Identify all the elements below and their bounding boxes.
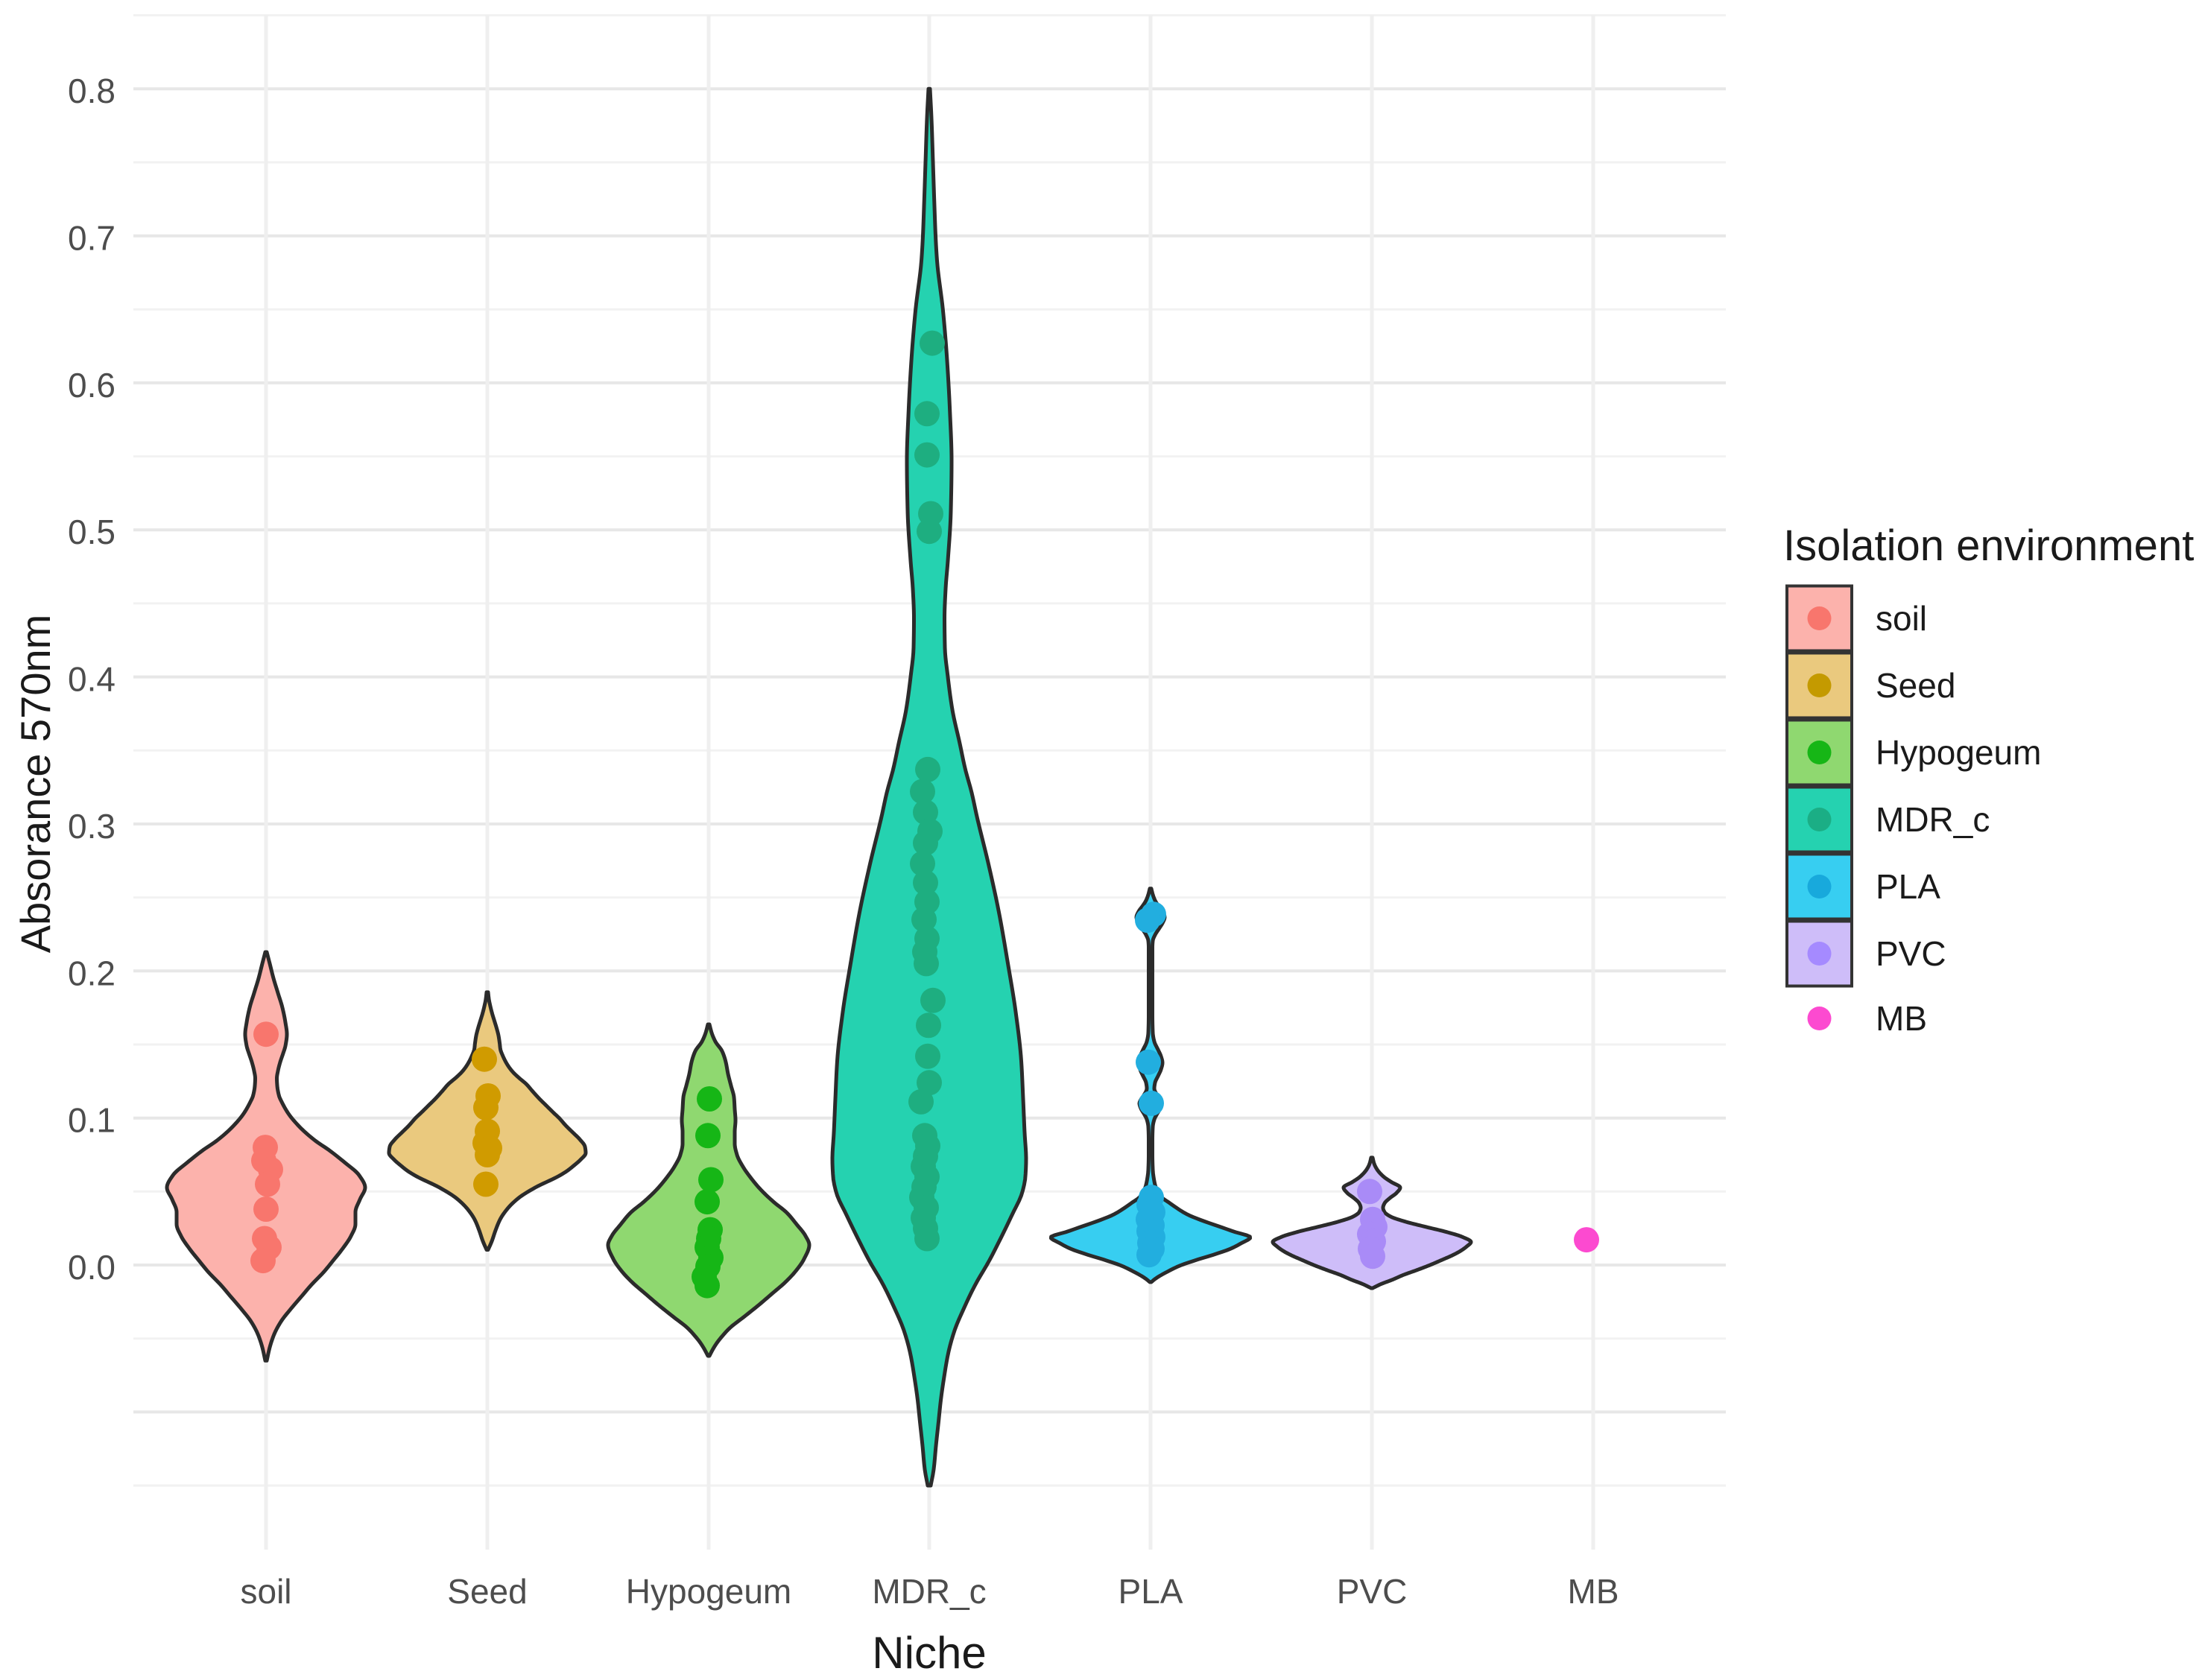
svg-text:0.6: 0.6 [68, 366, 116, 405]
svg-text:0.8: 0.8 [68, 72, 116, 110]
svg-text:Isolation environment: Isolation environment [1783, 522, 2194, 570]
svg-text:0.2: 0.2 [68, 954, 116, 992]
svg-text:Seed: Seed [1876, 666, 1955, 705]
svg-text:Seed: Seed [447, 1572, 527, 1611]
svg-text:PVC: PVC [1876, 934, 1946, 973]
svg-text:0.1: 0.1 [68, 1101, 116, 1140]
svg-text:0.4: 0.4 [68, 660, 116, 699]
svg-text:soil: soil [1876, 599, 1927, 638]
svg-text:Hypogeum: Hypogeum [626, 1572, 791, 1611]
svg-text:MDR_c: MDR_c [1876, 800, 1990, 839]
svg-text:Absorance 570nm: Absorance 570nm [12, 615, 59, 954]
svg-text:0.3: 0.3 [68, 807, 116, 846]
svg-text:MDR_c: MDR_c [872, 1572, 986, 1611]
svg-text:PLA: PLA [1876, 867, 1940, 906]
svg-text:0.5: 0.5 [68, 513, 116, 551]
svg-text:0.0: 0.0 [68, 1248, 116, 1287]
svg-text:soil: soil [240, 1572, 291, 1611]
svg-text:MB: MB [1876, 999, 1927, 1038]
svg-text:PLA: PLA [1119, 1572, 1183, 1611]
svg-text:0.7: 0.7 [68, 219, 116, 258]
svg-text:MB: MB [1568, 1572, 1619, 1611]
svg-text:PVC: PVC [1337, 1572, 1408, 1611]
svg-text:Niche: Niche [872, 1628, 986, 1676]
svg-text:Hypogeum: Hypogeum [1876, 733, 2041, 772]
